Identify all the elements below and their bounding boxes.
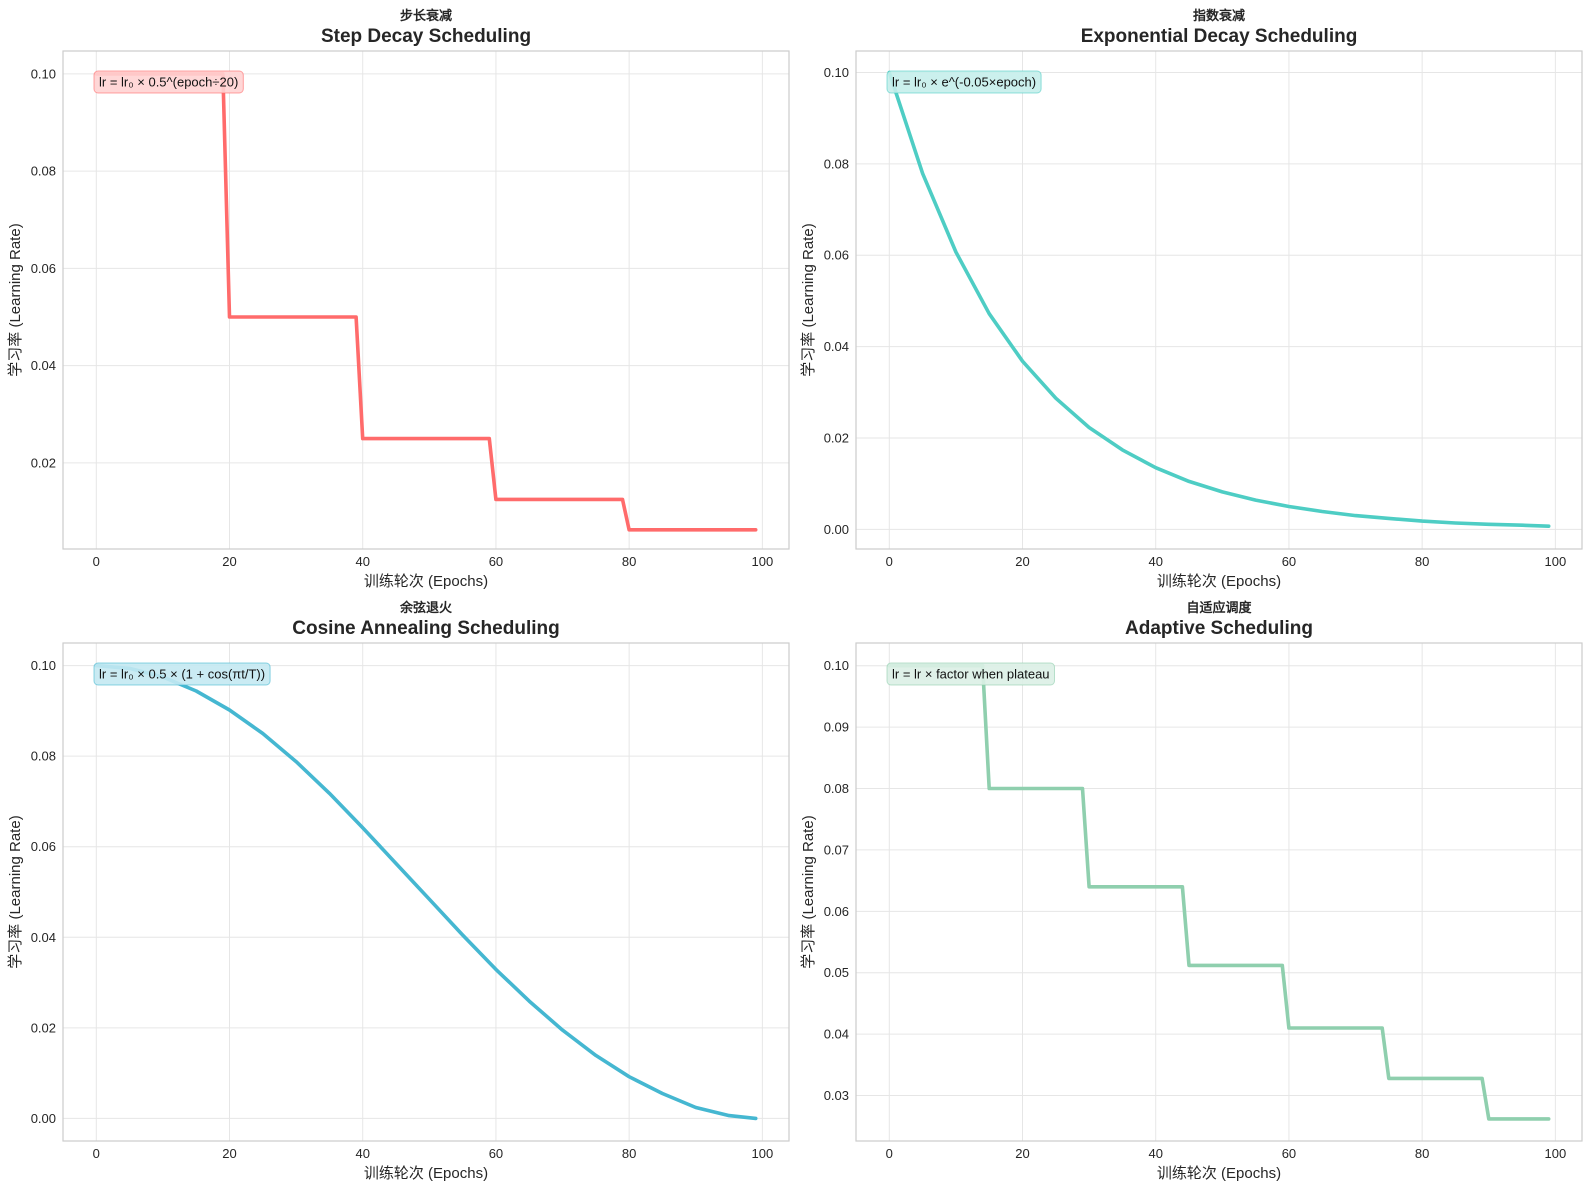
y-tick-label: 0.10: [824, 658, 849, 673]
y-tick-label: 0.04: [31, 930, 56, 945]
chart-subtitle: 余弦退火: [399, 600, 453, 615]
y-tick-label: 0.09: [824, 720, 849, 735]
chart-title: Step Decay Scheduling: [321, 26, 531, 47]
y-tick-label: 0.04: [824, 339, 849, 354]
y-tick-label: 0.10: [31, 658, 56, 673]
y-tick-label: 0.02: [31, 1020, 56, 1035]
y-axis-label: 学习率 (Learning Rate): [7, 223, 24, 376]
formula-annotation: lr = lr₀ × 0.5 × (1 + cos(πt/T)): [99, 667, 265, 682]
y-tick-label: 0.02: [31, 455, 56, 470]
x-tick-label: 40: [355, 1146, 369, 1161]
chart-panel-4: 0 20 40 60 80 100 0.03 0.04 0.05 0.06 0.07 0.08 0.09…: [800, 600, 1583, 1182]
y-axis-label: 学习率 (Learning Rate): [800, 815, 817, 968]
y-tick-label: 0.06: [31, 261, 56, 276]
plot-frame: [855, 642, 1583, 1142]
x-tick-label: 60: [1282, 554, 1296, 569]
y-tick-label: 0.08: [824, 781, 849, 796]
x-tick-label: 20: [1015, 554, 1029, 569]
chart-panel-2: 0 20 40 60 80 100 0.00 0.02 0.04 0.06 0.08 0.10 lr =…: [800, 8, 1583, 590]
chart-title: Adaptive Scheduling: [1125, 618, 1313, 639]
y-tick-label: 0.03: [824, 1088, 849, 1103]
x-axis-label: 训练轮次 (Epochs): [364, 1165, 488, 1182]
formula-box: [886, 662, 1055, 686]
formula-box: [886, 70, 1042, 94]
series-line-1: [94, 663, 758, 1121]
y-tick-label: 0.04: [824, 1027, 849, 1042]
chart-panel-3: 0 20 40 60 80 100 0.00 0.02 0.04 0.06 0.08 0.10 lr =…: [7, 600, 790, 1182]
x-tick-label: 80: [1415, 554, 1429, 569]
x-tick-label: 60: [489, 554, 503, 569]
x-tick-label: 60: [489, 1146, 503, 1161]
x-tick-label: 100: [752, 554, 774, 569]
x-tick-label: 40: [355, 554, 369, 569]
formula-box: [93, 662, 271, 686]
chart-title: Cosine Annealing Scheduling: [292, 618, 559, 639]
x-tick-label: 20: [222, 554, 236, 569]
x-tick-label: 100: [1545, 1146, 1567, 1161]
y-tick-label: 0.10: [31, 66, 56, 81]
y-axis-label: 学习率 (Learning Rate): [800, 223, 817, 376]
y-tick-label: 0.02: [824, 430, 849, 445]
x-tick-label: 0: [93, 554, 100, 569]
x-axis-label: 训练轮次 (Epochs): [364, 573, 488, 590]
y-tick-label: 0.06: [824, 904, 849, 919]
chart-subtitle: 指数衰减: [1193, 8, 1245, 23]
formula-annotation: lr = lr × factor when plateau: [892, 667, 1050, 682]
y-tick-label: 0.07: [824, 842, 849, 857]
y-tick-label: 0.10: [824, 65, 849, 80]
y-tick-label: 0.08: [31, 749, 56, 764]
y-tick-label: 0.05: [824, 965, 849, 980]
plot-frame: [62, 642, 790, 1142]
plot-frame: [855, 50, 1583, 550]
series-line-1: [887, 663, 1551, 1121]
x-tick-label: 80: [1415, 1146, 1429, 1161]
x-tick-label: 0: [886, 554, 893, 569]
y-tick-label: 0.00: [31, 1111, 56, 1126]
y-tick-label: 0.00: [824, 522, 849, 537]
x-tick-label: 0: [93, 1146, 100, 1161]
x-axis-label: 训练轮次 (Epochs): [1157, 1165, 1281, 1182]
x-tick-label: 40: [1148, 554, 1162, 569]
x-tick-label: 80: [622, 554, 636, 569]
x-axis-label: 训练轮次 (Epochs): [1157, 573, 1281, 590]
y-axis-label: 学习率 (Learning Rate): [7, 815, 24, 968]
y-tick-label: 0.08: [31, 164, 56, 179]
chart-subtitle: 自适应调度: [1186, 600, 1252, 615]
formula-box: [93, 70, 244, 94]
y-tick-label: 0.06: [824, 248, 849, 263]
formula-annotation: lr = lr₀ × 0.5^(epoch÷20): [99, 75, 238, 90]
y-tick-label: 0.04: [31, 358, 56, 373]
plot-frame: [62, 50, 790, 550]
x-tick-label: 100: [752, 1146, 774, 1161]
y-tick-label: 0.06: [31, 839, 56, 854]
x-tick-label: 40: [1148, 1146, 1162, 1161]
series-line-1: [94, 72, 758, 532]
formula-annotation: lr = lr₀ × e^(-0.05×epoch): [892, 75, 1036, 90]
x-tick-label: 0: [886, 1146, 893, 1161]
x-tick-label: 100: [1545, 554, 1567, 569]
chart-panel-1: 0 20 40 60 80 100 0.02 0.04 0.06 0.08 0.10 lr = lr₀…: [7, 8, 790, 590]
x-tick-label: 20: [222, 1146, 236, 1161]
chart-subtitle: 步长衰减: [400, 8, 452, 23]
x-tick-label: 80: [622, 1146, 636, 1161]
series-line-1: [887, 70, 1551, 528]
x-tick-label: 20: [1015, 1146, 1029, 1161]
y-tick-label: 0.08: [824, 156, 849, 171]
x-tick-label: 60: [1282, 1146, 1296, 1161]
chart-title: Exponential Decay Scheduling: [1081, 26, 1358, 47]
